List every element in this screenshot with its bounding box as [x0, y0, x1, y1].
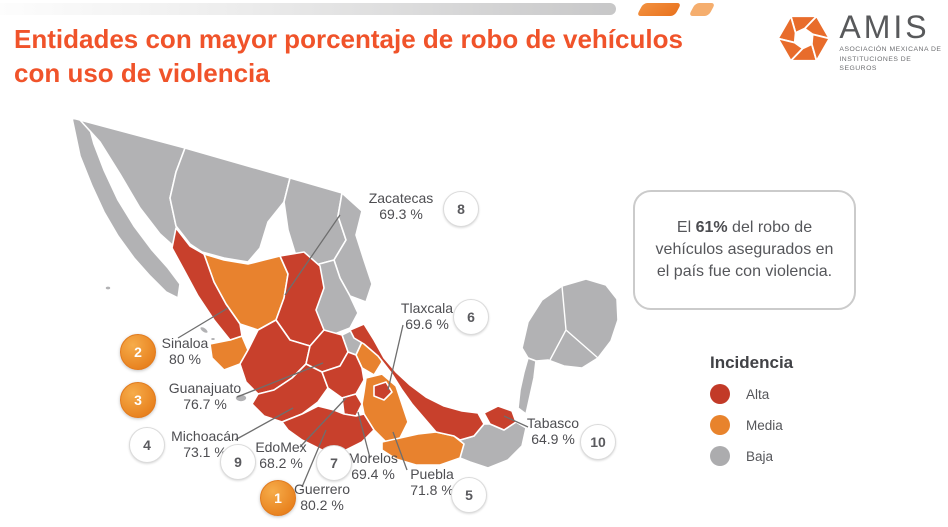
rank-badge-morelos: 7	[316, 445, 352, 481]
page-title-line1: Entidades con mayor porcentaje de robo d…	[14, 24, 683, 54]
state-value: 69.4 %	[351, 466, 395, 482]
state-name: Michoacán	[171, 428, 239, 444]
yucatan-inner-borders	[549, 285, 599, 361]
rank-badge-zacatecas: 8	[443, 191, 479, 227]
rank-badge-michoacan: 4	[129, 427, 165, 463]
leader-zacatecas	[284, 214, 341, 296]
rank-badge-tabasco: 10	[580, 424, 616, 460]
state-name: Zacatecas	[368, 190, 434, 206]
state-value: 71.8 %	[410, 482, 454, 498]
state-tlaxcala	[373, 381, 393, 401]
rank-badge-guerrero: 1	[260, 480, 296, 516]
leader-guanajuato	[236, 362, 324, 398]
island-3	[209, 336, 217, 342]
rank-badge-sinaloa: 2	[120, 334, 156, 370]
amis-tagline-line2: INSTITUCIONES DE SEGUROS	[839, 56, 912, 72]
amis-logo-text: AMIS ASOCIACIÓN MEXICANA DE INSTITUCIONE…	[839, 10, 948, 73]
state-value: 69.6 %	[405, 316, 449, 332]
light-orange-chevron-decoration	[688, 3, 716, 16]
state-nuevo-leon-tamaulipas	[333, 192, 373, 303]
state-value: 73.1 %	[183, 444, 227, 460]
orange-chevron-decoration	[636, 3, 682, 16]
leader-sinaloa	[177, 307, 229, 339]
amis-tagline-line1: ASOCIACIÓN MEXICANA DE	[839, 46, 942, 53]
callout-text-before: El	[676, 219, 696, 236]
state-name: Sinaloa	[161, 335, 209, 351]
island-1	[104, 285, 112, 292]
leader-guerrero	[301, 429, 327, 488]
leader-edomex	[299, 397, 347, 448]
legend-item-baja: Baja	[710, 446, 890, 466]
callout-text-after: del robo de vehículos asegurados en el p…	[655, 219, 834, 280]
state-name: Guanajuato	[168, 380, 242, 396]
island-2	[198, 325, 210, 335]
label-zacatecas: Zacatecas 69.3 %	[346, 190, 456, 222]
leader-lines	[177, 214, 529, 488]
label-guanajuato: Guanajuato 76.7 %	[150, 380, 260, 412]
legend-item-alta: Alta	[710, 384, 890, 404]
label-morelos: Morelos 69.4 %	[318, 450, 428, 482]
page-title-line2: con uso de violencia	[14, 58, 270, 88]
rank-badge-puebla: 5	[451, 477, 487, 513]
callout-highlight: 61%	[695, 219, 728, 236]
page-title: Entidades con mayor porcentaje de robo d…	[14, 22, 734, 90]
state-campeche-south	[517, 357, 537, 415]
amis-brand-name: AMIS	[839, 9, 930, 45]
leader-puebla	[392, 431, 408, 471]
label-sinaloa: Sinaloa 80 %	[130, 335, 240, 367]
baja-color-dot	[710, 446, 730, 466]
amis-hexagon-icon	[777, 15, 831, 62]
state-value: 80.2 %	[300, 497, 344, 513]
rank-badge-edomex: 9	[220, 444, 256, 480]
legend-item-media: Media	[710, 415, 890, 435]
mexico-map	[71, 117, 619, 488]
violence-callout-text: El 61% del robo de vehículos asegurados …	[651, 217, 838, 283]
rank-badge-guanajuato: 3	[120, 382, 156, 418]
leader-michoacan	[234, 407, 294, 441]
state-name: Tlaxcala	[400, 300, 454, 316]
incidence-legend: Incidencia Alta Media Baja	[710, 353, 890, 466]
state-coahuila	[283, 177, 347, 267]
label-tabasco: Tabasco 64.9 %	[498, 415, 608, 447]
state-name: Morelos	[348, 450, 398, 466]
legend-label-alta: Alta	[746, 386, 770, 402]
leader-tlaxcala	[387, 324, 404, 391]
label-guerrero: Guerrero 80.2 %	[267, 481, 377, 513]
amis-logo: AMIS ASOCIACIÓN MEXICANA DE INSTITUCIONE…	[776, 10, 948, 73]
media-color-dot	[710, 415, 730, 435]
state-value: 76.7 %	[183, 396, 227, 412]
legend-title: Incidencia	[710, 353, 794, 372]
label-tlaxcala: Tlaxcala 69.6 %	[372, 300, 482, 332]
state-baja-california	[71, 117, 181, 299]
state-name: Tabasco	[526, 415, 580, 431]
state-name: Guerrero	[293, 481, 351, 497]
state-sinaloa	[171, 227, 243, 341]
state-value: 80 %	[169, 351, 201, 367]
state-morelos	[341, 393, 363, 417]
state-veracruz	[349, 323, 485, 441]
rank-badge-tlaxcala: 6	[453, 299, 489, 335]
top-gradient-bar	[0, 3, 616, 15]
label-michoacan: Michoacán 73.1 %	[150, 428, 260, 460]
label-edomex: EdoMex 68.2 %	[226, 439, 336, 471]
state-value: 68.2 %	[259, 455, 303, 471]
leader-morelos	[357, 411, 371, 459]
legend-label-baja: Baja	[746, 448, 774, 464]
label-puebla: Puebla 71.8 %	[377, 466, 487, 498]
alta-color-dot	[710, 384, 730, 404]
state-value: 64.9 %	[531, 431, 575, 447]
state-name: Puebla	[410, 466, 454, 482]
leader-tabasco	[503, 415, 529, 428]
state-yucatan-peninsula	[521, 278, 619, 369]
legend-label-media: Media	[746, 417, 783, 433]
state-michoacan	[251, 363, 329, 423]
violence-callout-box: El 61% del robo de vehículos asegurados …	[633, 190, 856, 310]
state-value: 69.3 %	[379, 206, 423, 222]
state-name: EdoMex	[255, 439, 307, 455]
